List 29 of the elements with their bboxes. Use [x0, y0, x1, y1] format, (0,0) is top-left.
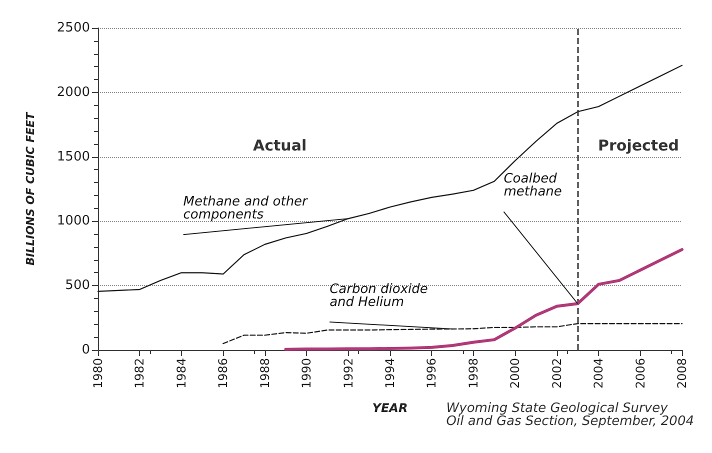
x-tick-label: 1998	[466, 358, 480, 389]
annotation: Projected	[598, 136, 679, 154]
x-tick-label: 1996	[424, 358, 439, 389]
x-tick-label: 2000	[508, 358, 522, 389]
series-label: Carbon dioxide and Helium	[330, 282, 432, 310]
y-tick-label: 0	[82, 342, 90, 358]
x-tick-label: 2004	[592, 358, 606, 389]
y-tick-label: 500	[65, 278, 90, 294]
x-tick-label: 2008	[675, 358, 689, 389]
x-tick-label: 1994	[383, 358, 397, 389]
series-label: Methane and other components	[183, 194, 312, 223]
x-tick-label: 1992	[341, 358, 356, 389]
y-tick-label: 2500	[56, 20, 90, 36]
text: Wyoming State Geological Survey Oil and Gas Section, September, 2004	[446, 401, 694, 429]
x-tick-label: 2002	[550, 358, 564, 389]
x-axis-title: YEAR	[372, 401, 408, 415]
text: Coalbed methane	[504, 172, 562, 200]
x-tick-label: 1984	[174, 358, 188, 389]
x-tick-label: 1980	[91, 358, 105, 389]
annotation: Actual	[253, 136, 307, 154]
x-tick-label: 1982	[132, 358, 147, 389]
y-tick-label: 1000	[56, 214, 90, 229]
y-axis-title: BILLIONS OF CUBIC FEET	[24, 110, 37, 266]
y-tick-label: 1500	[56, 149, 90, 164]
x-tick-label: 2006	[633, 358, 648, 389]
x-tick-label: 1986	[216, 358, 230, 389]
y-tick-label: 2000	[56, 84, 90, 100]
x-tick-label: 1990	[300, 358, 314, 389]
x-tick-label: 1988	[258, 358, 272, 389]
